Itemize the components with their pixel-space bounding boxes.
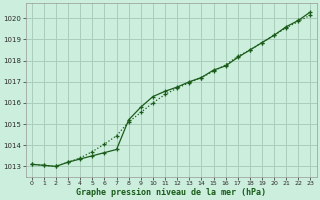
X-axis label: Graphe pression niveau de la mer (hPa): Graphe pression niveau de la mer (hPa): [76, 188, 266, 197]
